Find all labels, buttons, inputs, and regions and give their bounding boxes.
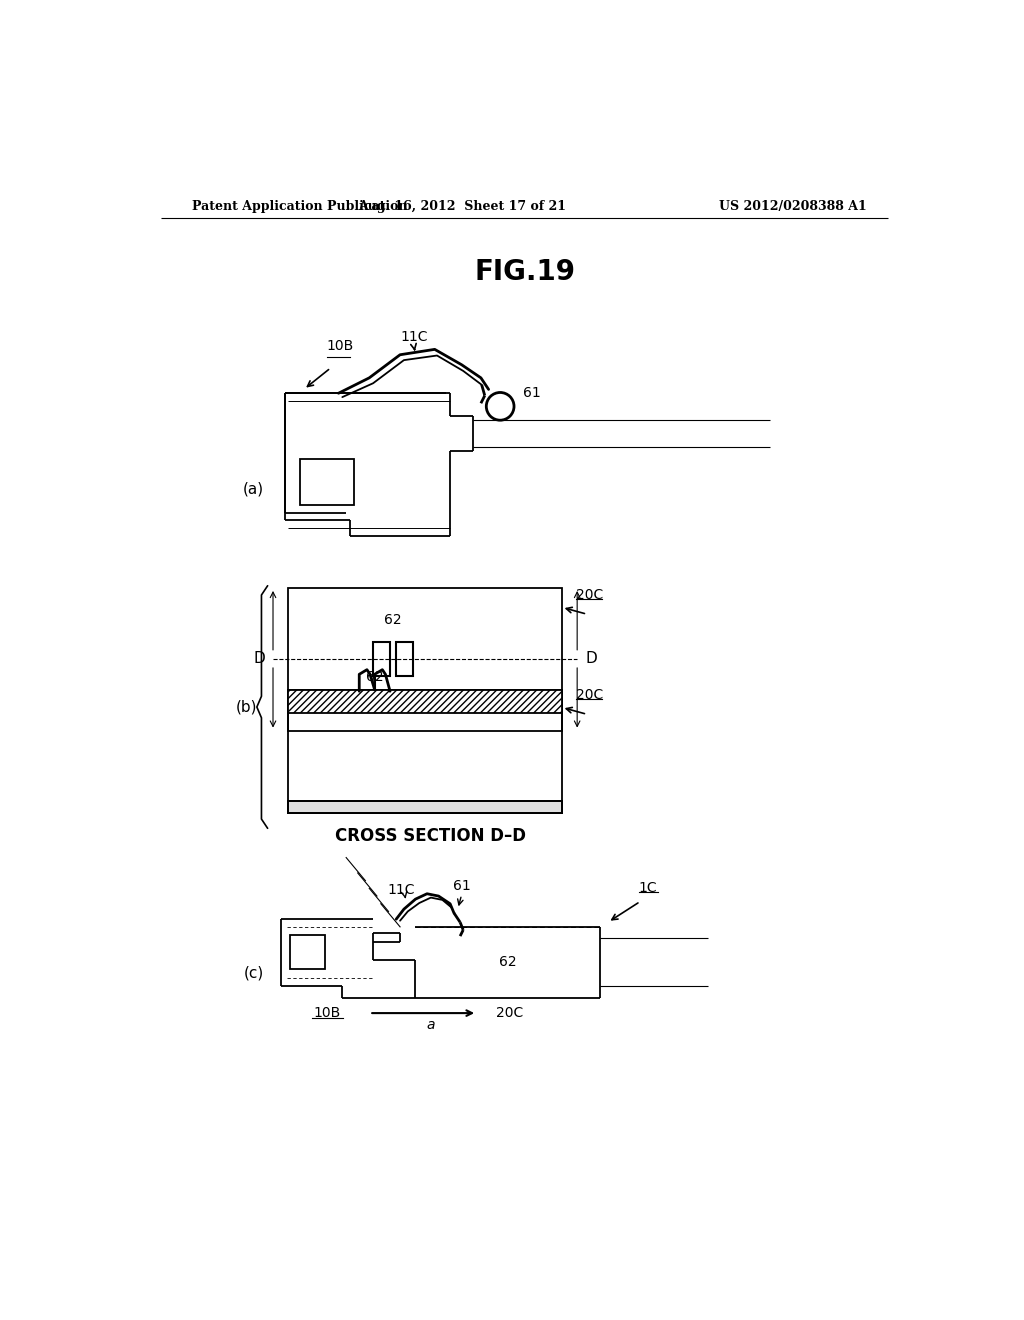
Text: 61: 61 <box>523 387 541 400</box>
Text: 62: 62 <box>499 956 517 969</box>
Text: 11C: 11C <box>400 330 428 345</box>
Text: 20C: 20C <box>575 587 603 602</box>
Text: (b): (b) <box>236 700 257 714</box>
Text: (a): (a) <box>243 482 264 498</box>
Text: (c): (c) <box>244 965 264 981</box>
Text: FIG.19: FIG.19 <box>474 259 575 286</box>
Bar <box>289 589 562 730</box>
Bar <box>300 459 354 506</box>
Bar <box>289 800 562 813</box>
Bar <box>289 689 562 713</box>
Text: 11C: 11C <box>388 883 416 896</box>
Bar <box>289 800 562 813</box>
Text: 20C: 20C <box>575 688 603 702</box>
Text: D: D <box>585 651 597 667</box>
Text: 10B: 10B <box>313 1006 341 1020</box>
Text: CROSS SECTION D–D: CROSS SECTION D–D <box>336 828 526 845</box>
Text: 61: 61 <box>453 879 471 894</box>
Bar <box>373 642 390 676</box>
Text: 62: 62 <box>384 614 402 627</box>
Text: 10B: 10B <box>327 339 354 354</box>
Text: 1C: 1C <box>639 880 657 895</box>
Text: US 2012/0208388 A1: US 2012/0208388 A1 <box>719 199 866 213</box>
Text: 20C: 20C <box>497 1006 523 1020</box>
Bar <box>290 936 325 969</box>
Text: D: D <box>253 651 265 667</box>
Text: Patent Application Publication: Patent Application Publication <box>193 199 408 213</box>
Text: 62: 62 <box>366 671 383 684</box>
Bar <box>289 689 562 813</box>
Text: a: a <box>427 1018 435 1032</box>
Text: Aug. 16, 2012  Sheet 17 of 21: Aug. 16, 2012 Sheet 17 of 21 <box>357 199 565 213</box>
Bar <box>396 642 413 676</box>
Circle shape <box>486 392 514 420</box>
